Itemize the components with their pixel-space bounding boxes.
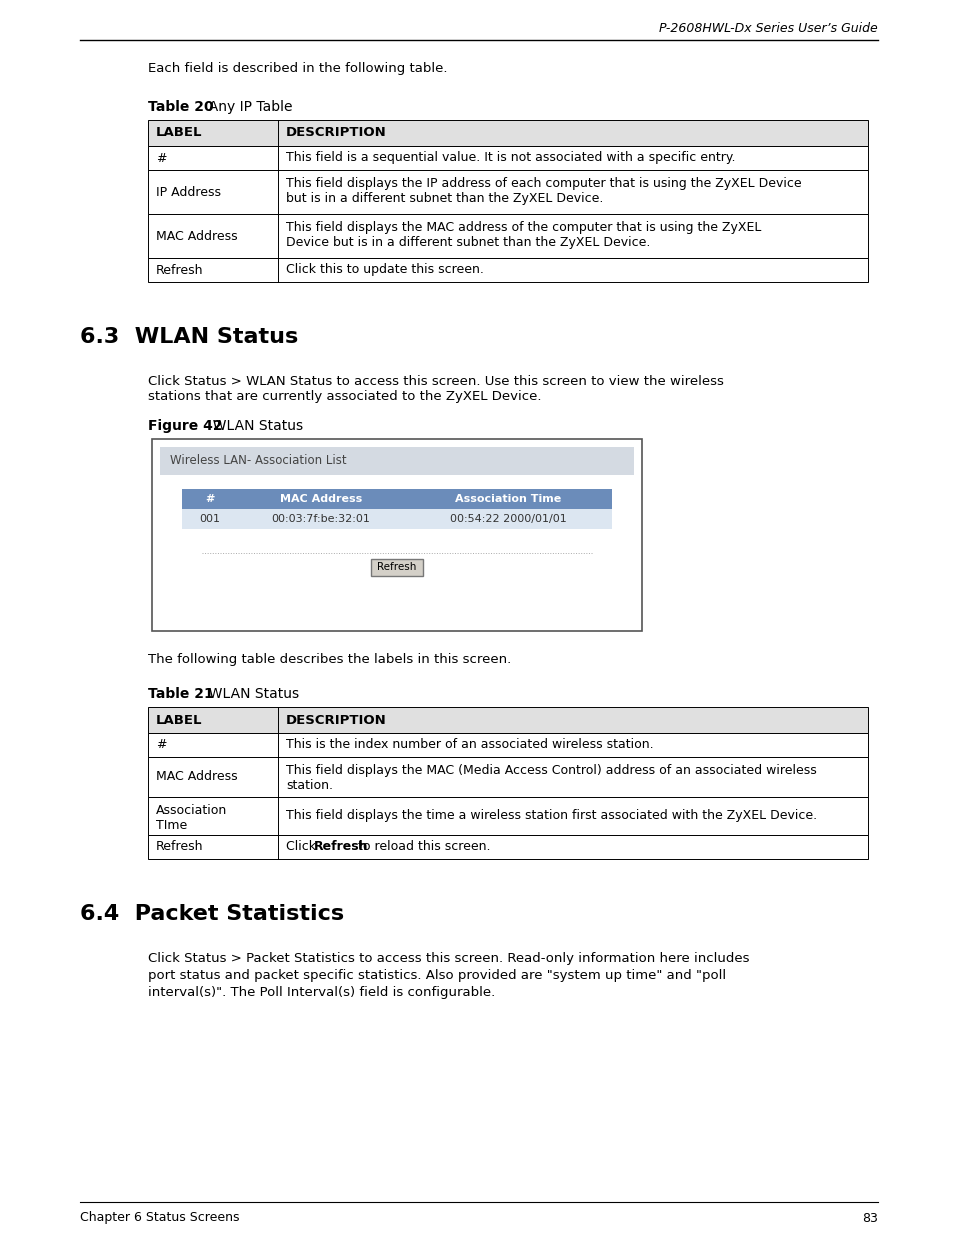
Text: MAC Address: MAC Address bbox=[279, 494, 362, 504]
Text: P-2608HWL-Dx Series User’s Guide: P-2608HWL-Dx Series User’s Guide bbox=[659, 21, 877, 35]
Text: This field displays the MAC (Media Access Control) address of an associated wire: This field displays the MAC (Media Acces… bbox=[286, 764, 816, 792]
Text: Table 20: Table 20 bbox=[148, 100, 213, 114]
Text: 6.3  WLAN Status: 6.3 WLAN Status bbox=[80, 327, 298, 347]
Text: Figure 42: Figure 42 bbox=[148, 419, 222, 433]
Bar bbox=[148, 757, 867, 797]
Bar bbox=[182, 509, 612, 529]
Text: This field displays the time a wireless station first associated with the ZyXEL : This field displays the time a wireless … bbox=[286, 809, 817, 823]
Text: to reload this screen.: to reload this screen. bbox=[354, 841, 490, 853]
Text: Table 21: Table 21 bbox=[148, 687, 213, 701]
Text: Click Status > WLAN Status to access this screen. Use this screen to view the wi: Click Status > WLAN Status to access thi… bbox=[148, 375, 723, 403]
Text: 001: 001 bbox=[199, 514, 220, 524]
Bar bbox=[148, 797, 867, 835]
Text: 83: 83 bbox=[862, 1212, 877, 1224]
Text: #: # bbox=[205, 494, 214, 504]
Text: Chapter 6 Status Screens: Chapter 6 Status Screens bbox=[80, 1212, 239, 1224]
Bar bbox=[148, 170, 867, 214]
Text: Any IP Table: Any IP Table bbox=[200, 100, 293, 114]
Bar bbox=[148, 835, 867, 860]
Text: 00:54:22 2000/01/01: 00:54:22 2000/01/01 bbox=[450, 514, 566, 524]
Text: IP Address: IP Address bbox=[156, 185, 221, 199]
Text: DESCRIPTION: DESCRIPTION bbox=[286, 126, 386, 140]
Bar bbox=[148, 258, 867, 282]
Bar bbox=[152, 438, 641, 631]
Text: MAC Address: MAC Address bbox=[156, 771, 237, 783]
Bar bbox=[182, 489, 612, 509]
Text: The following table describes the labels in this screen.: The following table describes the labels… bbox=[148, 653, 511, 666]
Bar bbox=[371, 559, 422, 576]
Text: WLAN Status: WLAN Status bbox=[200, 687, 299, 701]
Text: Refresh: Refresh bbox=[156, 841, 203, 853]
Text: Click this to update this screen.: Click this to update this screen. bbox=[286, 263, 483, 277]
Text: Each field is described in the following table.: Each field is described in the following… bbox=[148, 62, 447, 75]
Text: Click Status > Packet Statistics to access this screen. Read-only information he: Click Status > Packet Statistics to acce… bbox=[148, 952, 749, 999]
Text: 00:03:7f:be:32:01: 00:03:7f:be:32:01 bbox=[272, 514, 370, 524]
Text: WLAN Status: WLAN Status bbox=[204, 419, 303, 433]
Text: Refresh: Refresh bbox=[314, 841, 368, 853]
Bar bbox=[148, 120, 867, 146]
Text: LABEL: LABEL bbox=[156, 126, 202, 140]
Text: Refresh: Refresh bbox=[156, 263, 203, 277]
Text: Association Time: Association Time bbox=[455, 494, 561, 504]
Text: DESCRIPTION: DESCRIPTION bbox=[286, 714, 386, 726]
Text: Click: Click bbox=[286, 841, 319, 853]
Text: Association
TIme: Association TIme bbox=[156, 804, 227, 832]
Bar bbox=[148, 214, 867, 258]
Text: #: # bbox=[156, 739, 167, 752]
Text: #: # bbox=[156, 152, 167, 164]
Text: 6.4  Packet Statistics: 6.4 Packet Statistics bbox=[80, 904, 344, 924]
Bar bbox=[160, 447, 634, 475]
Bar bbox=[148, 146, 867, 170]
Text: This field is a sequential value. It is not associated with a specific entry.: This field is a sequential value. It is … bbox=[286, 152, 735, 164]
Bar bbox=[148, 706, 867, 734]
Text: This is the index number of an associated wireless station.: This is the index number of an associate… bbox=[286, 739, 653, 752]
Text: LABEL: LABEL bbox=[156, 714, 202, 726]
Text: Refresh: Refresh bbox=[377, 562, 416, 573]
Bar bbox=[148, 734, 867, 757]
Text: This field displays the IP address of each computer that is using the ZyXEL Devi: This field displays the IP address of ea… bbox=[286, 177, 801, 205]
Text: MAC Address: MAC Address bbox=[156, 230, 237, 242]
Text: This field displays the MAC address of the computer that is using the ZyXEL
Devi: This field displays the MAC address of t… bbox=[286, 221, 760, 249]
Text: Wireless LAN- Association List: Wireless LAN- Association List bbox=[170, 454, 346, 468]
